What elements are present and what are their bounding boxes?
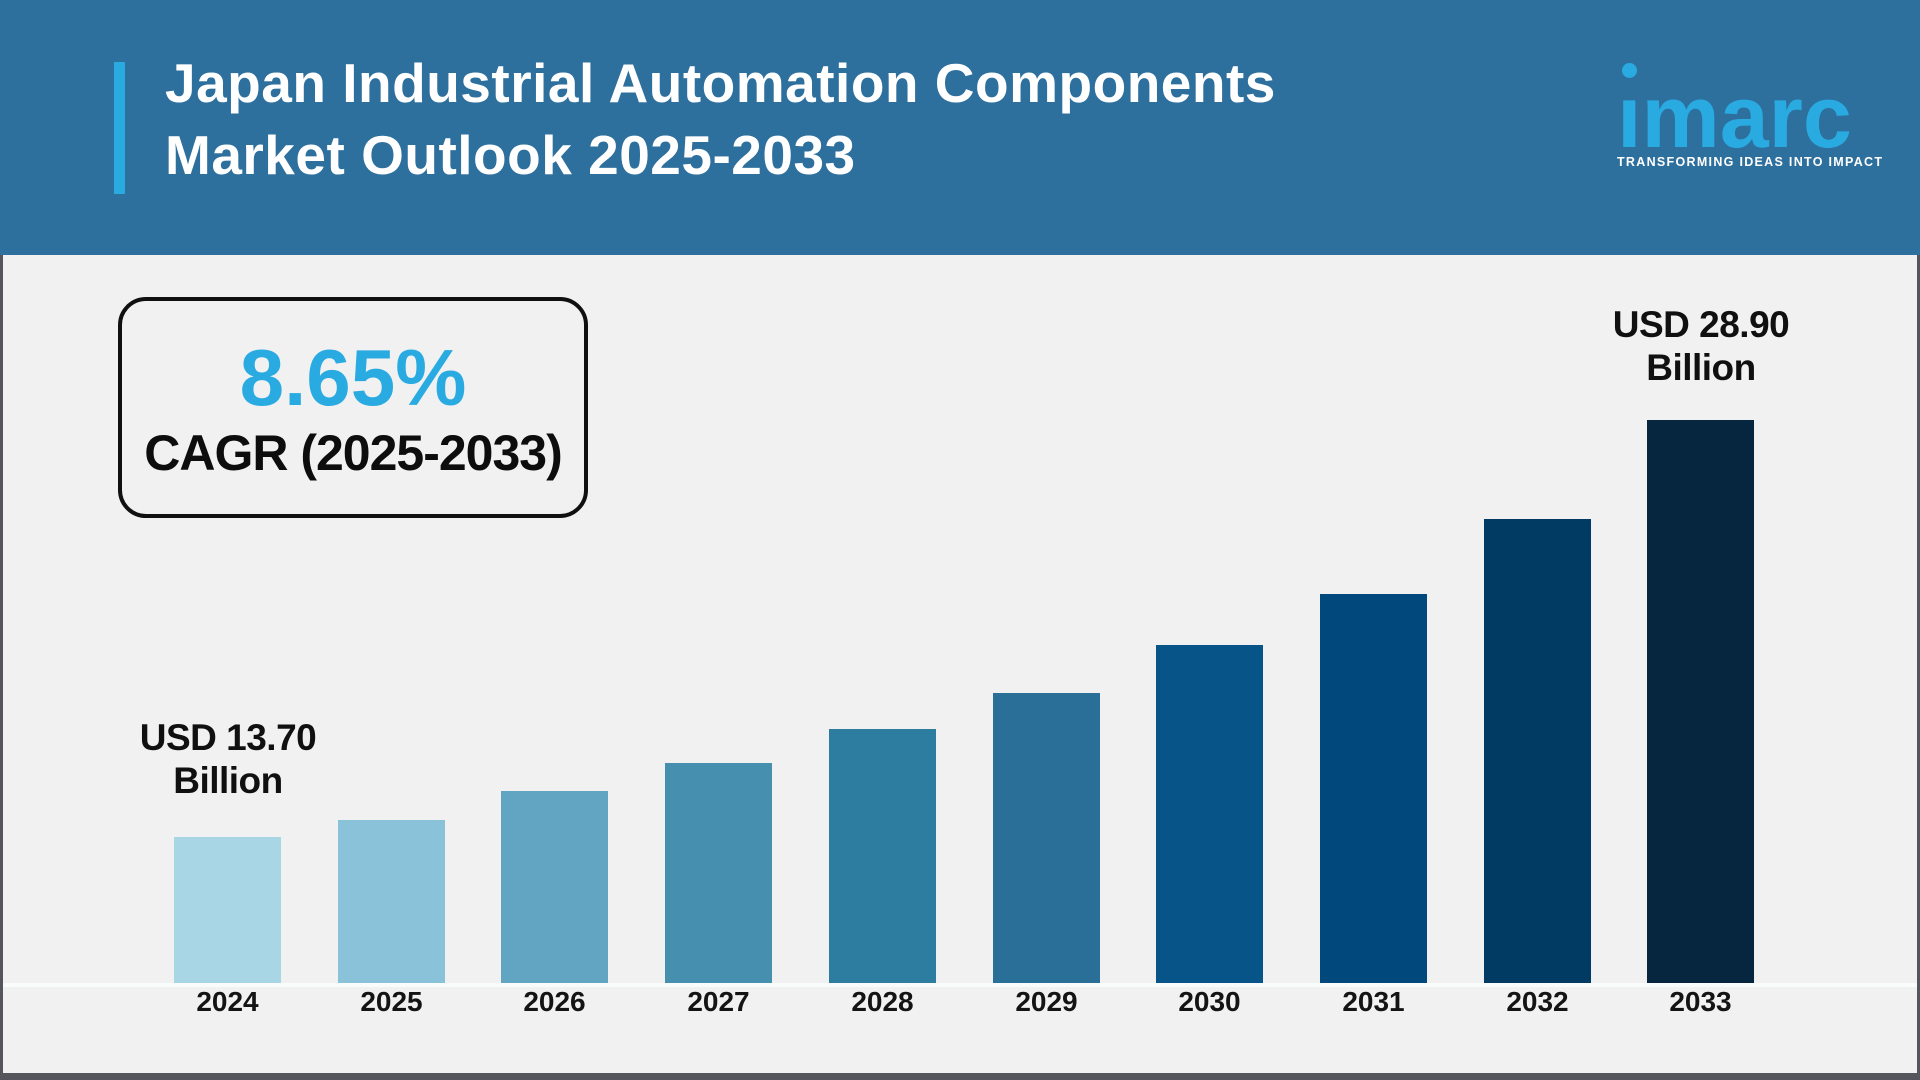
- imarc-logo: ımarc TRANSFORMING IDEAS INTO IMPACT: [1615, 55, 1885, 180]
- imarc-logo-dot-icon: [1622, 63, 1637, 78]
- x-axis-label-2032: 2032: [1506, 986, 1569, 1017]
- cagr-value: 8.65%: [239, 332, 467, 422]
- x-axis-label-2024: 2024: [196, 986, 259, 1017]
- imarc-logo-tagline: TRANSFORMING IDEAS INTO IMPACT: [1617, 155, 1884, 169]
- x-axis-line: [3, 983, 1917, 987]
- bar-2024: [174, 837, 281, 983]
- x-axis-label-2031: 2031: [1342, 986, 1405, 1017]
- x-axis-label-2028: 2028: [851, 986, 914, 1017]
- bar-2028: [829, 729, 936, 983]
- bar-2025: [338, 820, 445, 983]
- x-axis-label-2027: 2027: [687, 986, 750, 1017]
- page-title: Japan Industrial Automation Components M…: [165, 47, 1276, 191]
- x-axis-label-2033: 2033: [1669, 986, 1732, 1017]
- page-title-line2: Market Outlook 2025-2033: [165, 124, 856, 186]
- first-bar-value-label: USD 13.70 Billion: [68, 716, 388, 802]
- bar-2032: [1484, 519, 1591, 983]
- header-banner: Japan Industrial Automation Components M…: [0, 0, 1920, 255]
- last-bar-value-line1: USD 28.90: [1612, 304, 1790, 345]
- x-axis-label-2025: 2025: [360, 986, 423, 1017]
- last-bar-value-label: USD 28.90 Billion: [1541, 303, 1861, 389]
- bar-2033: [1647, 420, 1754, 983]
- x-axis-label-2029: 2029: [1015, 986, 1078, 1017]
- bar-2029: [993, 693, 1100, 983]
- x-axis-label-2030: 2030: [1178, 986, 1241, 1017]
- page-title-line1: Japan Industrial Automation Components: [165, 52, 1276, 114]
- title-accent-bar: [114, 62, 125, 194]
- first-bar-value-line2: Billion: [173, 760, 283, 801]
- cagr-callout-box: 8.65% CAGR (2025-2033): [118, 297, 588, 518]
- bar-2031: [1320, 594, 1427, 983]
- bar-2030: [1156, 645, 1263, 983]
- first-bar-value-line1: USD 13.70: [139, 717, 317, 758]
- imarc-logo-wordmark: ımarc: [1617, 67, 1852, 166]
- bar-2026: [501, 791, 608, 983]
- chart-background-frame: [0, 255, 1920, 1080]
- bar-2027: [665, 763, 772, 983]
- last-bar-value-line2: Billion: [1646, 347, 1756, 388]
- x-axis-label-2026: 2026: [523, 986, 586, 1017]
- cagr-label: CAGR (2025-2033): [144, 424, 563, 481]
